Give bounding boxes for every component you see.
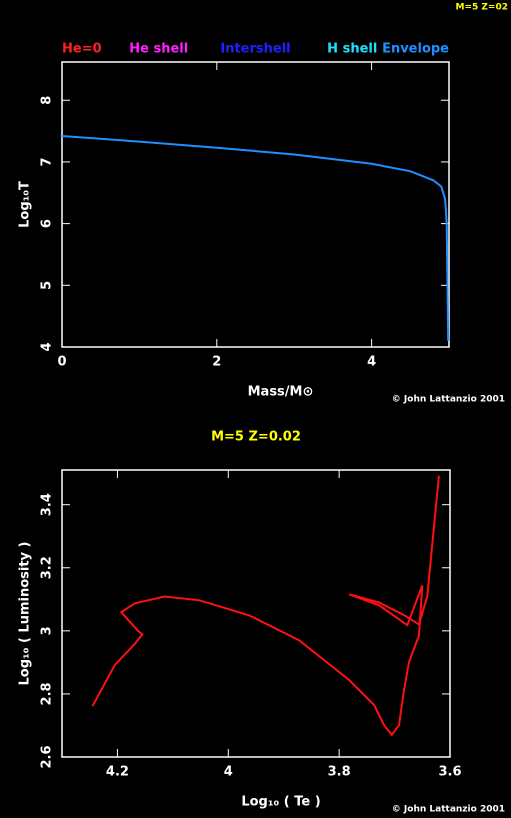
y-axis-label: Log₁₀T <box>18 181 33 228</box>
y-tick-label: 2.6 <box>40 745 55 768</box>
legend-entry: He shell <box>129 42 188 57</box>
x-tick-label: 4 <box>367 355 376 370</box>
x-tick-label: 3.6 <box>438 765 461 780</box>
legend-entry: He=0 <box>62 42 102 57</box>
corner-label: M=5 Z=02 <box>456 3 508 13</box>
legend-entry: Envelope <box>382 42 449 57</box>
plot-frame <box>61 61 450 348</box>
x-tick-label: 3.8 <box>328 765 351 780</box>
y-tick-label: 4 <box>40 342 55 351</box>
legend-entry: H shell <box>327 42 377 57</box>
y-tick-label: 2.8 <box>40 682 55 705</box>
data-line <box>91 475 440 737</box>
x-axis-label: Mass/M⊙ <box>248 385 314 400</box>
x-axis-label: Log₁₀ ( Te ) <box>241 795 320 810</box>
y-axis-label: Log₁₀ ( Luminosity ) <box>18 542 33 686</box>
credit: © John Lattanzio 2001 <box>392 805 505 815</box>
credit: © John Lattanzio 2001 <box>392 395 505 405</box>
y-tick-label: 3.2 <box>40 556 55 579</box>
plot-frame <box>61 469 451 758</box>
y-tick-label: 6 <box>40 219 55 228</box>
y-tick-label: 5 <box>40 281 55 290</box>
legend-entry: Intershell <box>220 42 290 57</box>
y-tick-label: 3.4 <box>40 493 55 516</box>
x-tick-label: 4.2 <box>106 765 129 780</box>
data-line <box>61 135 450 341</box>
y-tick-label: 3 <box>40 626 55 635</box>
x-tick-label: 0 <box>57 355 66 370</box>
x-tick-label: 2 <box>212 355 221 370</box>
x-tick-label: 4 <box>224 765 233 780</box>
y-tick-label: 7 <box>40 157 55 166</box>
y-tick-label: 8 <box>40 96 55 105</box>
chart-title: M=5 Z=0.02 <box>211 430 301 445</box>
